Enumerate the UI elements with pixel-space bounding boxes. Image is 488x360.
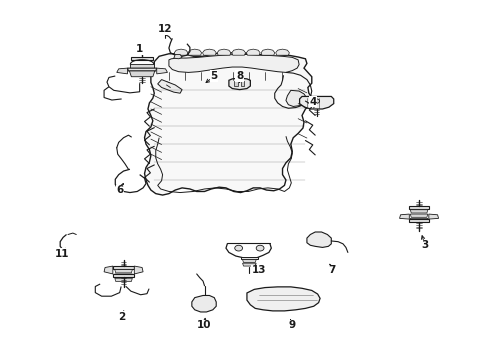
Text: 2: 2 (118, 312, 125, 322)
Polygon shape (168, 54, 299, 72)
Polygon shape (117, 68, 127, 74)
Polygon shape (228, 78, 250, 90)
Polygon shape (187, 49, 201, 55)
Polygon shape (130, 64, 154, 68)
Polygon shape (115, 270, 132, 273)
Polygon shape (144, 53, 311, 195)
Circle shape (162, 82, 170, 88)
Polygon shape (233, 81, 237, 86)
Polygon shape (158, 80, 182, 93)
Circle shape (234, 245, 242, 251)
Polygon shape (113, 266, 134, 269)
Polygon shape (104, 266, 113, 274)
Text: 11: 11 (54, 248, 69, 258)
Polygon shape (408, 206, 428, 209)
Polygon shape (285, 90, 306, 107)
Polygon shape (409, 210, 427, 213)
Polygon shape (157, 68, 167, 74)
Text: 8: 8 (236, 71, 243, 81)
Text: 7: 7 (328, 265, 335, 275)
Polygon shape (113, 274, 134, 277)
Polygon shape (240, 81, 244, 86)
Polygon shape (174, 49, 187, 55)
Polygon shape (408, 219, 428, 222)
Text: 10: 10 (197, 320, 211, 330)
Polygon shape (134, 266, 143, 274)
Polygon shape (242, 263, 256, 266)
Circle shape (256, 245, 264, 251)
Polygon shape (173, 54, 182, 59)
Polygon shape (242, 260, 256, 262)
Polygon shape (129, 71, 155, 77)
Polygon shape (131, 57, 153, 59)
Polygon shape (115, 274, 132, 277)
Polygon shape (409, 219, 427, 222)
Polygon shape (306, 232, 330, 247)
Text: 6: 6 (116, 185, 123, 195)
Polygon shape (240, 257, 258, 259)
Polygon shape (202, 49, 216, 55)
Polygon shape (275, 49, 289, 55)
Text: 1: 1 (136, 44, 143, 54)
Text: 9: 9 (288, 320, 295, 330)
Polygon shape (299, 96, 333, 109)
Circle shape (313, 99, 319, 103)
Polygon shape (217, 49, 230, 55)
Polygon shape (409, 214, 427, 217)
Polygon shape (231, 49, 245, 55)
Polygon shape (428, 214, 438, 219)
Text: 13: 13 (251, 265, 266, 275)
Polygon shape (191, 296, 216, 312)
Text: 4: 4 (308, 97, 316, 107)
Polygon shape (246, 49, 260, 55)
Text: 3: 3 (421, 240, 427, 250)
Polygon shape (115, 278, 132, 282)
Text: 5: 5 (210, 71, 218, 81)
Polygon shape (261, 49, 274, 55)
Polygon shape (246, 287, 320, 311)
Text: 12: 12 (158, 24, 172, 35)
Polygon shape (399, 214, 408, 219)
Polygon shape (127, 68, 157, 71)
